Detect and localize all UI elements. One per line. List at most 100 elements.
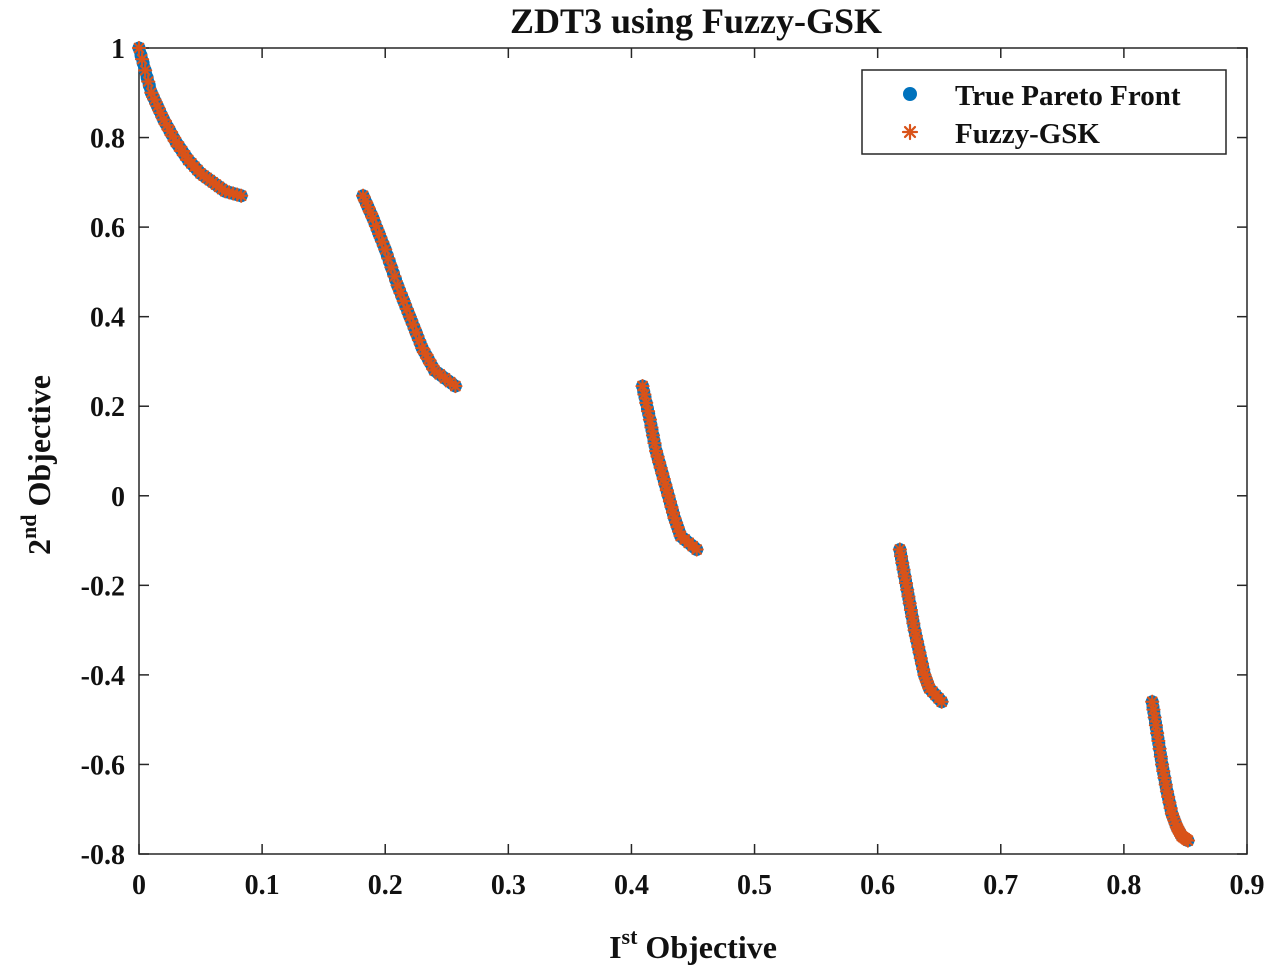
data-point-stroke bbox=[670, 517, 682, 528]
x-tick-label: 0.5 bbox=[737, 870, 772, 901]
data-point-stroke bbox=[663, 490, 674, 502]
data-point-stroke bbox=[426, 359, 437, 371]
data-point-stroke bbox=[158, 114, 169, 125]
data-point bbox=[448, 378, 463, 394]
data-point-stroke bbox=[398, 295, 410, 307]
y-tick-label: -0.8 bbox=[81, 840, 125, 871]
data-point bbox=[1148, 718, 1163, 733]
y-tick-label: 0.2 bbox=[90, 392, 125, 423]
data-point-stroke bbox=[667, 507, 679, 518]
data-point bbox=[138, 63, 153, 78]
data-point-stroke bbox=[936, 696, 948, 708]
x-tick-label: 0.3 bbox=[491, 870, 526, 901]
data-point-stroke bbox=[392, 279, 403, 291]
y-tick-label: 0.8 bbox=[90, 124, 125, 155]
data-point-stroke bbox=[652, 451, 663, 462]
data-point-stroke bbox=[407, 319, 419, 330]
x-tick-label: 0.1 bbox=[245, 870, 280, 901]
data-point-stroke bbox=[167, 131, 179, 142]
data-point-stroke bbox=[161, 119, 173, 131]
data-point bbox=[902, 596, 917, 611]
data-point-stroke bbox=[360, 196, 371, 207]
data-point-stroke bbox=[219, 185, 231, 197]
data-point-stroke bbox=[149, 94, 160, 105]
data-point-stroke bbox=[376, 236, 388, 248]
series-fuzzy-gsk bbox=[131, 40, 1196, 848]
data-point-stroke bbox=[401, 303, 413, 315]
data-point bbox=[934, 694, 949, 709]
data-point-stroke bbox=[637, 380, 648, 392]
data-point bbox=[670, 520, 685, 535]
data-point-stroke bbox=[370, 220, 382, 232]
x-tick-label: 0.2 bbox=[368, 870, 403, 901]
legend-asterisk-marker-stroke bbox=[903, 125, 917, 139]
data-point bbox=[384, 260, 399, 275]
data-point-stroke bbox=[389, 271, 400, 282]
x-tick-label: 0 bbox=[132, 870, 146, 901]
data-point-stroke bbox=[139, 65, 151, 76]
legend-label-fuzzy-gsk: Fuzzy-GSK bbox=[955, 118, 1100, 150]
x-axis-label: Ist Objective bbox=[609, 924, 777, 965]
data-point-stroke bbox=[642, 405, 654, 417]
data-point bbox=[387, 269, 402, 284]
data-point-stroke bbox=[235, 190, 247, 202]
data-point bbox=[639, 395, 654, 410]
data-point-stroke bbox=[382, 253, 394, 264]
data-point bbox=[381, 251, 396, 266]
legend-marker-true-pareto-front bbox=[903, 87, 917, 101]
data-point-stroke bbox=[691, 544, 703, 555]
y-axis-label-rest: Objective bbox=[21, 375, 57, 515]
data-point-stroke bbox=[672, 521, 683, 533]
data-point-stroke bbox=[155, 107, 166, 119]
y-tick-label: -0.4 bbox=[81, 661, 125, 692]
data-point-stroke bbox=[223, 187, 235, 198]
y-tick-label: 0.6 bbox=[90, 213, 125, 244]
chart-title: ZDT3 using Fuzzy-GSK bbox=[510, 1, 882, 41]
data-point-stroke bbox=[152, 100, 163, 112]
data-point-stroke bbox=[164, 125, 176, 137]
data-point-stroke bbox=[450, 380, 461, 392]
y-tick-label: 1 bbox=[111, 34, 125, 65]
data-point bbox=[1180, 833, 1196, 848]
data-point-stroke bbox=[653, 456, 665, 468]
y-axis-label-sup: nd bbox=[16, 515, 41, 539]
y-tick-label: 0.4 bbox=[90, 303, 125, 334]
y-tick-label: -0.6 bbox=[81, 750, 125, 781]
data-point bbox=[645, 428, 661, 443]
data-point-stroke bbox=[419, 348, 431, 359]
x-axis-label-rest: Objective bbox=[637, 929, 777, 965]
data-point bbox=[134, 52, 150, 67]
legend-marker-fuzzy-gsk bbox=[901, 123, 919, 141]
data-point-stroke bbox=[136, 53, 148, 65]
data-point-stroke bbox=[656, 468, 668, 479]
plot-area bbox=[138, 47, 1248, 855]
x-tick-label: 0.6 bbox=[860, 870, 895, 901]
data-point-stroke bbox=[227, 188, 239, 199]
legend-asterisk-marker bbox=[901, 123, 919, 141]
y-tick-label: -0.2 bbox=[81, 571, 125, 602]
data-point bbox=[234, 188, 249, 203]
data-point-stroke bbox=[404, 311, 416, 323]
y-axis-label: 2nd Objective bbox=[16, 375, 57, 555]
data-point-stroke bbox=[1182, 835, 1194, 846]
x-tick-label: 0.7 bbox=[983, 870, 1018, 901]
data-point-stroke bbox=[231, 189, 243, 200]
data-point-stroke bbox=[379, 244, 391, 255]
x-axis-label-base: I bbox=[609, 929, 621, 965]
data-point bbox=[635, 378, 650, 394]
data-point bbox=[378, 242, 393, 257]
data-point-stroke bbox=[664, 496, 676, 507]
x-tick-label: 0.8 bbox=[1106, 870, 1141, 901]
data-point-stroke bbox=[367, 212, 379, 224]
data-point-stroke bbox=[659, 479, 671, 490]
data-point-stroke bbox=[669, 512, 680, 524]
data-point bbox=[689, 542, 704, 557]
x-tick-label: 0.4 bbox=[614, 870, 649, 901]
data-point bbox=[637, 387, 652, 402]
data-point bbox=[131, 40, 147, 56]
data-point bbox=[648, 443, 664, 459]
data-point-stroke bbox=[357, 190, 369, 202]
data-point-stroke bbox=[666, 501, 677, 513]
legend-box bbox=[861, 69, 1227, 155]
data-point-stroke bbox=[416, 342, 428, 354]
